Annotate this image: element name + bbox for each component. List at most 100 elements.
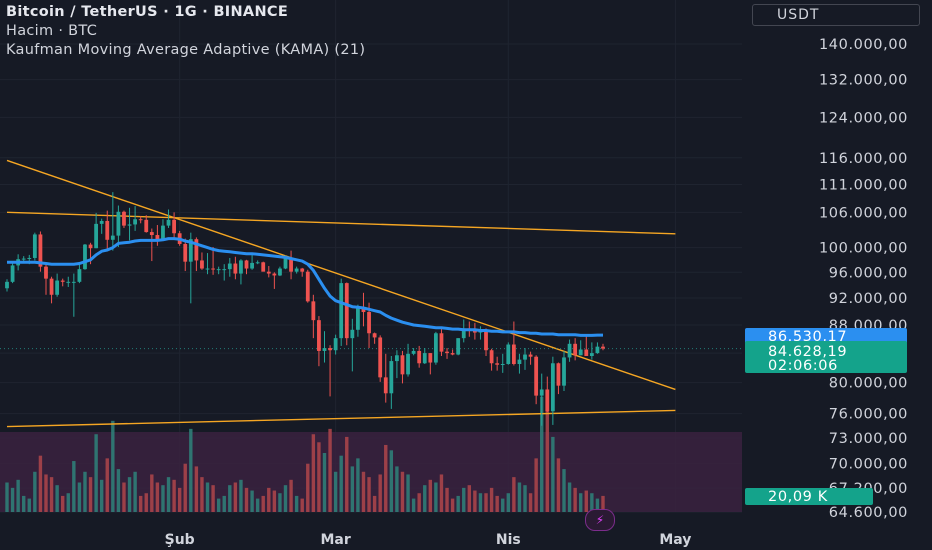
candles[interactable] [5,192,605,426]
candle[interactable] [38,231,43,272]
time-axis[interactable]: Şub Mar Nis May [165,532,692,548]
candle[interactable] [356,304,360,337]
candle[interactable] [266,266,271,278]
candle[interactable] [578,340,583,356]
candle[interactable] [255,260,260,265]
candle[interactable] [233,256,238,280]
candle[interactable] [361,292,366,327]
volume-legend[interactable]: Hacim · BTC [6,23,98,39]
symbol-title[interactable]: Bitcoin / TetherUS · 1G · BINANCE [6,4,289,20]
currency-button[interactable]: USDT [752,4,920,26]
candle[interactable] [567,339,572,362]
candle[interactable] [105,210,110,251]
candle[interactable] [49,276,54,304]
candle[interactable] [205,253,210,275]
candle[interactable] [99,218,104,234]
candle[interactable] [200,252,204,270]
candle[interactable] [389,355,394,409]
candle[interactable] [545,376,550,413]
candle[interactable] [222,264,227,281]
candle[interactable] [305,269,310,303]
candle[interactable] [395,350,399,379]
candle[interactable] [517,353,522,374]
candle[interactable] [450,349,455,356]
candle[interactable] [122,210,126,228]
candle[interactable] [539,373,544,426]
candle[interactable] [71,273,76,317]
candle[interactable] [378,335,383,382]
candle[interactable] [116,205,121,247]
candle[interactable] [489,348,494,371]
candle[interactable] [278,266,282,277]
candle[interactable] [601,343,605,351]
candle[interactable] [55,273,60,297]
candle[interactable] [289,250,293,280]
candle[interactable] [411,348,416,356]
candle[interactable] [511,321,516,366]
candle[interactable] [239,259,243,285]
candle[interactable] [183,238,188,272]
candle[interactable] [383,353,388,403]
candle[interactable] [83,243,87,270]
candle[interactable] [272,272,277,289]
candle[interactable] [506,342,511,365]
candle[interactable] [584,336,589,356]
candle[interactable] [32,232,37,261]
candle[interactable] [344,282,349,346]
candle[interactable] [350,318,355,372]
candle[interactable] [556,362,561,395]
candle[interactable] [10,261,15,284]
candle[interactable] [400,350,405,384]
candle[interactable] [110,192,115,251]
candle[interactable] [138,216,143,224]
candle[interactable] [77,264,82,284]
candle[interactable] [155,225,160,246]
candle[interactable] [244,259,249,275]
candle[interactable] [406,343,410,377]
candle[interactable] [300,267,305,277]
candle[interactable] [322,331,327,363]
candle[interactable] [66,276,71,287]
candle[interactable] [149,228,154,262]
candle[interactable] [456,338,461,356]
candle[interactable] [216,266,221,275]
candle[interactable] [211,246,215,275]
candle[interactable] [133,206,138,231]
candle[interactable] [60,278,65,287]
candle[interactable] [478,326,483,340]
candle[interactable] [550,356,555,425]
indicator-legend[interactable]: Kaufman Moving Average Adaptive (KAMA) (… [6,42,366,58]
candle[interactable] [188,232,193,304]
candle[interactable] [44,264,48,295]
candle[interactable] [250,254,254,270]
candle[interactable] [333,334,338,355]
candle[interactable] [328,345,332,397]
candle[interactable] [595,342,600,354]
price-axis[interactable]: 140.000,00 132.000,00 124.000,00 116.000,00… [819,37,908,521]
candle[interactable] [534,355,539,405]
candle[interactable] [484,328,488,356]
candle[interactable] [495,356,500,371]
candle[interactable] [523,348,527,370]
lightning-icon[interactable]: ⚡ [585,509,615,531]
candle[interactable] [127,207,132,241]
candle[interactable] [573,338,578,361]
candle[interactable] [294,266,299,274]
candle[interactable] [144,215,149,233]
candle[interactable] [161,219,165,240]
candle[interactable] [422,348,427,365]
candle[interactable] [227,257,232,277]
candle[interactable] [261,261,266,272]
candle[interactable] [439,329,444,356]
candle[interactable] [172,212,176,238]
trendline-lower-support[interactable] [6,409,676,428]
candle[interactable] [528,351,533,365]
candle[interactable] [589,342,594,360]
candle[interactable] [372,332,377,344]
candle[interactable] [94,212,99,249]
candle[interactable] [562,350,566,392]
candle[interactable] [500,353,505,373]
candle[interactable] [5,279,9,292]
candle[interactable] [166,209,171,228]
